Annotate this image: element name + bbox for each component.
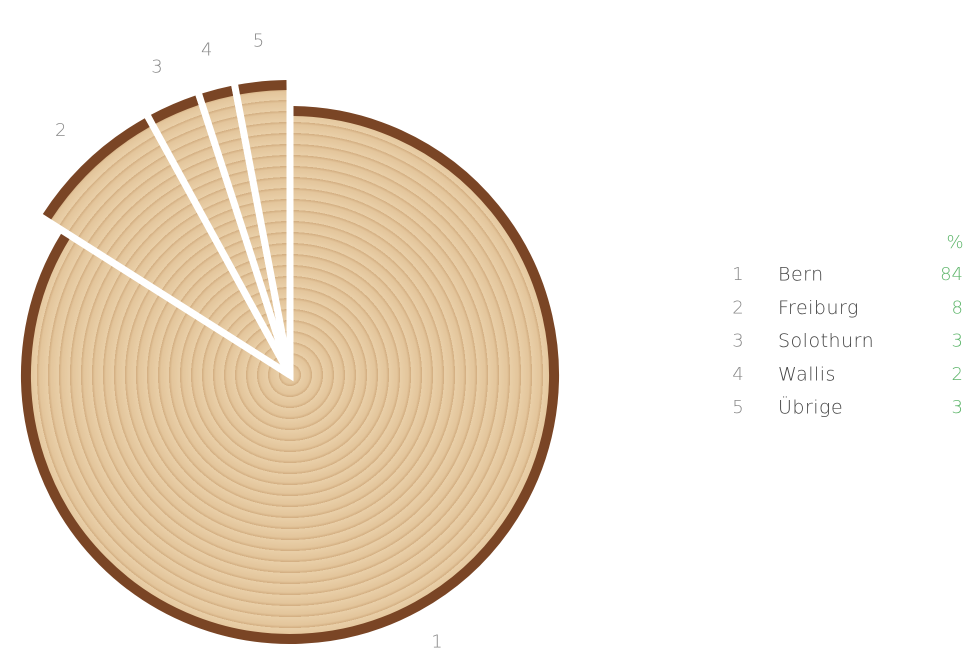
legend: 1 Bern 84 2 Freiburg 8 3 Solothurn 3 4 Wallis 2 5 Übr…: [732, 264, 963, 419]
legend-name: Wallis: [778, 363, 836, 385]
slice-label: 1: [431, 631, 442, 650]
legend-number: 1: [732, 264, 743, 285]
legend-number: 4: [732, 364, 743, 385]
pie-slice: [14, 99, 566, 650]
legend-name: Solothurn: [778, 330, 874, 352]
legend-value: 2: [952, 364, 963, 385]
bark: [150, 95, 199, 124]
legend-value: 3: [952, 331, 963, 352]
legend-number: 2: [732, 297, 743, 318]
legend-name: Bern: [778, 264, 824, 286]
legend-name: Freiburg: [778, 297, 859, 319]
slice-label: 2: [55, 120, 66, 141]
legend-number: 5: [732, 397, 743, 418]
legend-value: 3: [952, 397, 963, 418]
legend-value: 84: [940, 264, 963, 285]
slice-label: 3: [151, 57, 162, 78]
legend-name: Übrige: [778, 396, 843, 419]
bark: [21, 106, 559, 644]
slice-label: 4: [201, 40, 212, 61]
pie-slice: [230, 73, 294, 376]
pie: [14, 73, 566, 650]
legend-number: 3: [732, 331, 743, 352]
pie-slice: [33, 109, 294, 378]
legend-value: 8: [952, 297, 963, 318]
bark: [202, 85, 234, 103]
bark: [42, 118, 150, 220]
legend-header: %: [946, 232, 963, 253]
slice-label: 5: [253, 30, 264, 51]
bark: [238, 80, 287, 95]
